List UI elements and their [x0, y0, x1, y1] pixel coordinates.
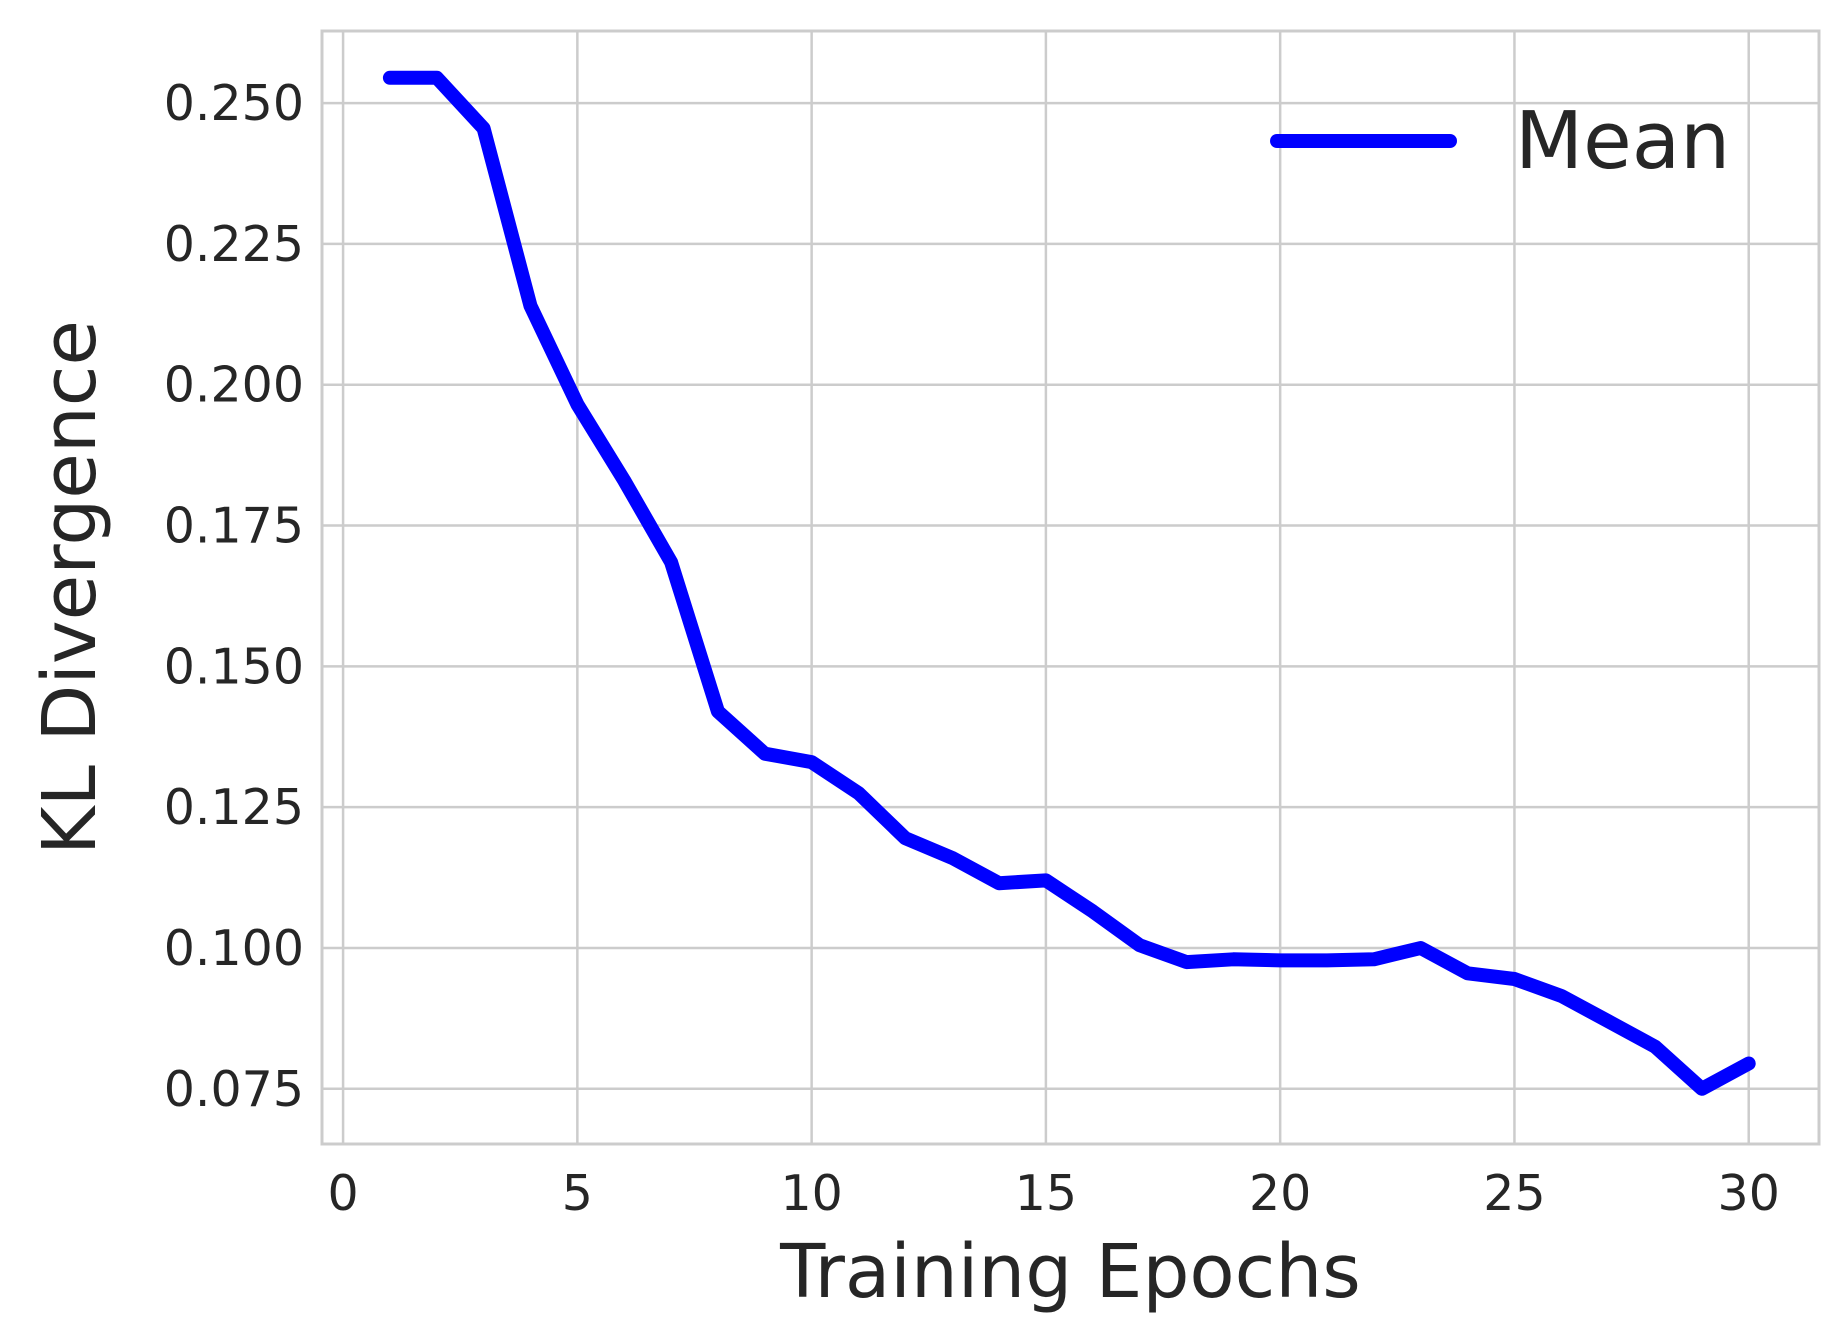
- y-axis-ticks: 0.075 0.100 0.125 0.150 0.175 0.200 0.225 0.250: [164, 75, 304, 1118]
- y-tick-label: 0.125: [164, 779, 304, 836]
- x-axis-ticks: 0 5 10 15 20 25 30: [327, 1165, 1779, 1222]
- y-tick-label: 0.175: [164, 498, 304, 555]
- x-tick-label: 0: [327, 1165, 358, 1222]
- x-tick-label: 5: [562, 1165, 593, 1222]
- series-line-mean: [382, 70, 1756, 1096]
- x-tick-label: 10: [780, 1165, 842, 1222]
- y-tick-label: 0.200: [164, 357, 304, 414]
- plot-frame: [320, 29, 1821, 1146]
- x-tick-label: 25: [1483, 1165, 1545, 1222]
- y-tick-label: 0.150: [164, 638, 304, 695]
- y-tick-label: 0.100: [164, 920, 304, 977]
- legend-label-mean: Mean: [1515, 95, 1730, 187]
- series-layer: [382, 70, 1756, 1096]
- x-tick-label: 30: [1718, 1165, 1780, 1222]
- y-axis-title: KL Divergence: [27, 320, 113, 855]
- y-tick-label: 0.250: [164, 75, 304, 132]
- y-tick-label: 0.075: [164, 1061, 304, 1118]
- x-tick-label: 20: [1249, 1165, 1311, 1222]
- x-tick-label: 15: [1015, 1165, 1077, 1222]
- grid: [322, 31, 1819, 1144]
- y-tick-label: 0.225: [164, 216, 304, 273]
- legend: Mean: [1270, 95, 1730, 187]
- x-axis-title: Training Epochs: [779, 1229, 1361, 1315]
